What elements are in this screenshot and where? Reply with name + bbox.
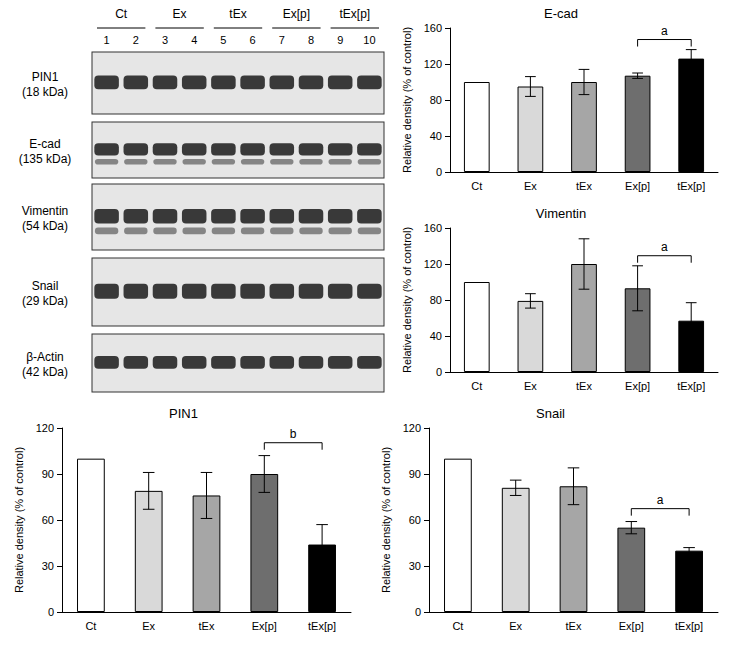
svg-text:Ex[p]: Ex[p] [252,620,277,632]
svg-text:0: 0 [436,166,442,178]
svg-text:b: b [290,427,297,441]
svg-text:Snail: Snail [32,279,59,293]
svg-text:tEx: tEx [199,620,215,632]
svg-text:9: 9 [337,34,343,46]
svg-text:Vimentin: Vimentin [22,204,68,218]
svg-text:Ex: Ex [173,7,187,21]
svg-text:Ex[p]: Ex[p] [619,620,644,632]
svg-text:(18 kDa): (18 kDa) [22,85,68,99]
svg-text:Relative density (% of control: Relative density (% of control) [401,27,413,173]
svg-text:(135 kDa): (135 kDa) [19,152,72,166]
svg-text:tEx: tEx [229,7,246,21]
svg-text:6: 6 [250,34,256,46]
svg-text:40: 40 [430,130,442,142]
svg-text:Relative density (% of control: Relative density (% of control) [380,447,392,593]
svg-text:7: 7 [279,34,285,46]
svg-text:Ct: Ct [471,180,482,192]
svg-text:Ex: Ex [509,620,522,632]
svg-text:80: 80 [430,294,442,306]
svg-text:Ex[p]: Ex[p] [625,180,650,192]
svg-text:(42 kDa): (42 kDa) [22,365,68,379]
svg-text:40: 40 [430,330,442,342]
svg-text:PIN1: PIN1 [169,406,198,421]
svg-text:Vimentin: Vimentin [536,206,586,221]
svg-text:160: 160 [424,222,442,234]
svg-text:tEx: tEx [576,380,592,392]
svg-text:E-cad: E-cad [29,137,60,151]
svg-text:Ex: Ex [524,380,537,392]
svg-text:Ct: Ct [85,620,96,632]
svg-text:(29 kDa): (29 kDa) [22,294,68,308]
svg-text:5: 5 [220,34,226,46]
svg-text:120: 120 [424,58,442,70]
svg-text:a: a [661,240,668,254]
svg-text:60: 60 [409,514,421,526]
svg-text:(54 kDa): (54 kDa) [22,219,68,233]
svg-text:tEx[p]: tEx[p] [677,180,705,192]
svg-text:0: 0 [415,606,421,618]
svg-text:tEx[p]: tEx[p] [677,380,705,392]
svg-text:Ct: Ct [452,620,463,632]
svg-text:90: 90 [409,468,421,480]
svg-text:PIN1: PIN1 [32,70,59,84]
svg-text:0: 0 [48,606,54,618]
svg-text:β-Actin: β-Actin [26,350,64,364]
svg-text:90: 90 [42,468,54,480]
svg-text:10: 10 [363,34,375,46]
svg-text:Ex[p]: Ex[p] [625,380,650,392]
svg-text:tEx[p]: tEx[p] [339,7,370,21]
svg-text:a: a [657,493,664,507]
svg-text:tEx[p]: tEx[p] [308,620,336,632]
svg-text:120: 120 [424,258,442,270]
svg-text:Ex: Ex [524,180,537,192]
svg-text:Ct: Ct [471,380,482,392]
svg-text:a: a [661,24,668,38]
svg-text:3: 3 [162,34,168,46]
svg-text:Ex: Ex [142,620,155,632]
svg-text:4: 4 [191,34,197,46]
svg-text:E-cad: E-cad [544,6,578,21]
svg-text:Snail: Snail [536,406,565,421]
svg-text:30: 30 [42,560,54,572]
svg-text:tEx: tEx [566,620,582,632]
svg-text:0: 0 [436,366,442,378]
svg-text:120: 120 [403,422,421,434]
svg-text:Ct: Ct [115,7,128,21]
svg-text:30: 30 [409,560,421,572]
svg-text:8: 8 [308,34,314,46]
svg-text:2: 2 [133,34,139,46]
svg-text:Ex[p]: Ex[p] [283,7,310,21]
svg-text:60: 60 [42,514,54,526]
svg-text:Relative density (% of control: Relative density (% of control) [401,227,413,373]
svg-text:Relative density (% of control: Relative density (% of control) [13,447,25,593]
svg-text:1: 1 [104,34,110,46]
svg-text:tEx[p]: tEx[p] [675,620,703,632]
svg-text:160: 160 [424,22,442,34]
svg-text:80: 80 [430,94,442,106]
svg-text:tEx: tEx [576,180,592,192]
svg-text:120: 120 [36,422,54,434]
